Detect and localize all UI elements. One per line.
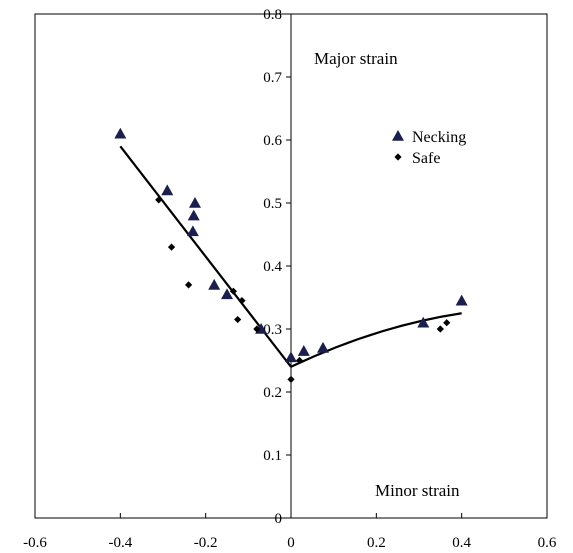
x-axis-annotation: Minor strain xyxy=(375,481,460,500)
safe-point xyxy=(167,243,176,251)
y-tick-label: 0.3 xyxy=(263,322,282,338)
necking-point xyxy=(455,294,468,306)
safe-point xyxy=(295,356,304,365)
necking-point xyxy=(417,316,430,328)
legend-safe-label: Safe xyxy=(412,150,440,167)
safe-point xyxy=(436,325,444,333)
y-tick-label: 0.6 xyxy=(263,133,282,149)
safe-point xyxy=(185,281,193,289)
y-axis-annotation: Major strain xyxy=(314,49,398,68)
necking-point xyxy=(189,197,201,208)
necking-point xyxy=(285,351,297,363)
legend-necking-label: Necking xyxy=(412,129,466,146)
safe-point xyxy=(253,325,261,333)
x-tick-label: 0.4 xyxy=(452,535,471,551)
safe-point xyxy=(155,196,163,204)
safe-point xyxy=(234,315,242,324)
legend: Necking Safe xyxy=(392,129,466,167)
y-tick-label: 0 xyxy=(275,511,283,527)
necking-point xyxy=(161,184,174,196)
y-tick-label: 0.2 xyxy=(263,385,282,401)
necking-point xyxy=(297,345,310,356)
necking-point xyxy=(186,225,199,237)
x-tick-label: 0.2 xyxy=(367,535,386,551)
x-tick-label: -0.4 xyxy=(108,535,132,551)
x-axis-ticks: -0.6 -0.4 -0.2 0 0.2 0.4 0.6 xyxy=(23,513,557,551)
necking-point xyxy=(317,341,329,353)
safe-point xyxy=(443,319,451,327)
legend-safe-marker xyxy=(394,153,402,161)
x-tick-label: 0 xyxy=(287,535,295,551)
necking-point xyxy=(187,209,200,221)
y-tick-label: 0.7 xyxy=(263,70,282,86)
necking-point xyxy=(221,288,233,300)
y-axis-ticks: 0 0.1 0.2 0.3 0.4 0.5 0.6 0.7 0.8 xyxy=(263,7,291,527)
y-tick-label: 0.5 xyxy=(263,196,282,212)
x-tick-label: -0.2 xyxy=(194,535,218,551)
data-points xyxy=(114,127,468,383)
necking-point xyxy=(208,278,221,290)
y-tick-label: 0.8 xyxy=(263,7,282,23)
safe-point xyxy=(238,297,246,305)
safe-point xyxy=(287,375,295,383)
necking-point xyxy=(114,127,127,139)
y-tick-label: 0.1 xyxy=(263,448,282,464)
legend-necking-marker xyxy=(392,130,404,141)
x-tick-label: -0.6 xyxy=(23,535,47,551)
x-tick-label: 0.6 xyxy=(538,535,557,551)
safe-point xyxy=(229,287,237,295)
fit-line xyxy=(290,312,462,368)
y-tick-label: 0.4 xyxy=(263,259,282,275)
